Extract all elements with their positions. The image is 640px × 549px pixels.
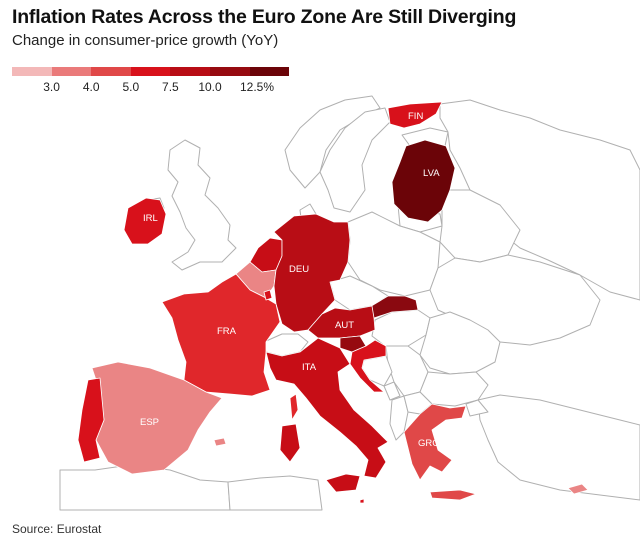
legend-swatch [51, 67, 92, 76]
country-labels: FIN LVA IRL DEU FRA AUT ITA ESP GRC [140, 111, 440, 449]
legend-swatch [130, 67, 171, 76]
legend-tick-label: 4.0 [82, 80, 100, 94]
country-ita-sicily [325, 473, 361, 493]
legend-tick-label: 5.0 [122, 80, 140, 94]
country-label-fra: FRA [217, 326, 237, 337]
country-tur-thrace [465, 399, 489, 417]
country-cyp [567, 483, 589, 495]
country-label-esp: ESP [140, 417, 159, 428]
country-grc-crete [429, 489, 477, 501]
country-dza-tun [227, 475, 323, 511]
country-label-fin: FIN [408, 111, 423, 122]
country-lva [391, 139, 456, 223]
legend-swatch [91, 67, 131, 76]
country-deu [273, 213, 351, 333]
country-irl [123, 197, 167, 245]
source-note: Source: Eurostat [12, 522, 102, 536]
country-aut [307, 305, 376, 339]
country-tur [477, 394, 640, 501]
country-grc [403, 403, 467, 481]
country-gbr [167, 139, 237, 271]
country-label-ita: ITA [302, 362, 317, 373]
color-legend: 3.0 4.0 5.0 7.5 10.0 12.5% [12, 67, 290, 94]
legend-tick-labels: 3.0 4.0 5.0 7.5 10.0 12.5% [12, 80, 289, 94]
legend-swatches [12, 67, 290, 76]
legend-tick-label: 12.5% [239, 80, 275, 94]
country-swe [319, 107, 391, 213]
country-ita [265, 337, 389, 479]
legend-swatch [170, 67, 210, 76]
country-lux [263, 289, 273, 301]
country-esp-balearic [213, 437, 227, 447]
country-label-grc: GRC [418, 438, 439, 449]
country-mar [59, 464, 231, 511]
chart-title: Inflation Rates Across the Euro Zone Are… [12, 6, 517, 28]
country-fin [387, 101, 443, 129]
country-label-lva: LVA [423, 168, 440, 179]
europe-map: FIN LVA IRL DEU FRA AUT ITA ESP GRC [59, 95, 640, 511]
country-fra-corsica [289, 393, 299, 421]
chart-subtitle: Change in consumer-price growth (YoY) [12, 32, 279, 49]
country-hrv [349, 339, 387, 393]
legend-swatch [12, 67, 52, 76]
country-mlt [359, 498, 365, 504]
legend-swatch [209, 67, 250, 76]
country-rou [419, 311, 501, 375]
legend-tick-label: 10.0 [198, 80, 222, 94]
country-prt [77, 377, 105, 463]
legend-tick-label: 7.5 [162, 80, 179, 94]
legend-tick-label: 3.0 [43, 80, 60, 94]
country-mne [383, 381, 401, 401]
non-euro-countries [59, 95, 640, 511]
euro-zone-countries [77, 101, 589, 504]
country-label-aut: AUT [335, 320, 354, 331]
legend-swatch [249, 67, 290, 76]
country-label-deu: DEU [289, 264, 309, 275]
country-svk [367, 295, 419, 319]
country-label-irl: IRL [143, 213, 158, 224]
country-ita-sardinia [279, 423, 301, 463]
